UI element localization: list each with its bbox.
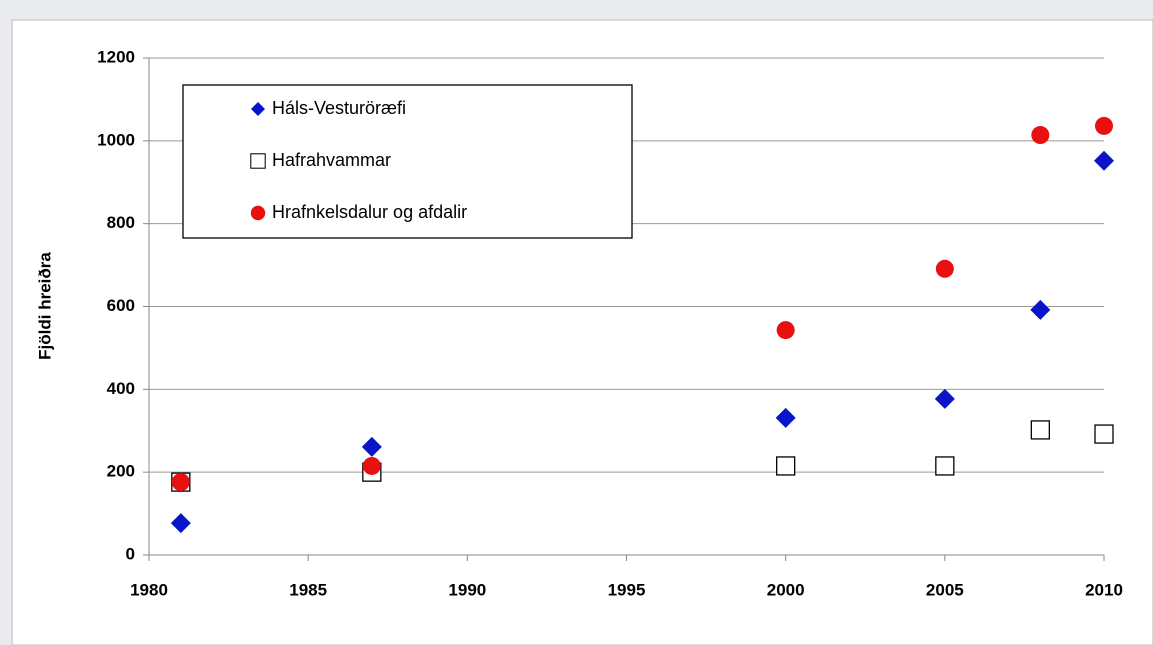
diamond-point — [1030, 299, 1051, 320]
square-point — [1030, 420, 1050, 440]
circle-point — [1095, 116, 1113, 135]
y-tick-label: 400 — [107, 379, 135, 398]
y-tick-label: 0 — [126, 544, 135, 563]
diamond-point — [251, 102, 265, 116]
legend-label: Hrafnkelsdalur og afdalir — [272, 202, 467, 222]
y-tick-label: 600 — [107, 296, 135, 315]
x-tick-label: 1980 — [130, 580, 168, 599]
diamond-point — [170, 513, 191, 534]
legend-label: Hafrahvammar — [272, 150, 391, 170]
x-tick-label: 2005 — [926, 580, 964, 599]
y-tick-label: 1200 — [97, 47, 135, 66]
square-point — [776, 456, 796, 476]
x-tick-label: 1990 — [448, 580, 486, 599]
x-tick-label: 1995 — [608, 580, 646, 599]
y-tick-label: 200 — [107, 462, 135, 481]
circle-point — [776, 321, 795, 340]
x-tick-label: 1985 — [289, 580, 327, 599]
diamond-point — [1094, 150, 1114, 171]
square-point — [250, 153, 266, 169]
x-tick-label: 2010 — [1085, 580, 1123, 599]
y-tick-label: 800 — [107, 213, 135, 232]
circle-point — [362, 456, 381, 475]
x-tick-label: 2000 — [767, 580, 805, 599]
circle-point — [171, 473, 190, 492]
legend-label: Háls-Vesturöræfi — [272, 98, 406, 118]
y-tick-label: 1000 — [97, 130, 135, 149]
diamond-point — [934, 388, 955, 409]
circle-point — [1031, 126, 1050, 145]
square-point — [935, 456, 955, 476]
y-axis-label: Fjöldi hreiðra — [35, 252, 54, 360]
circle-point — [250, 205, 266, 221]
diamond-point — [361, 436, 382, 457]
circle-point — [935, 259, 954, 278]
diamond-point — [775, 407, 796, 428]
square-point — [1094, 424, 1114, 444]
